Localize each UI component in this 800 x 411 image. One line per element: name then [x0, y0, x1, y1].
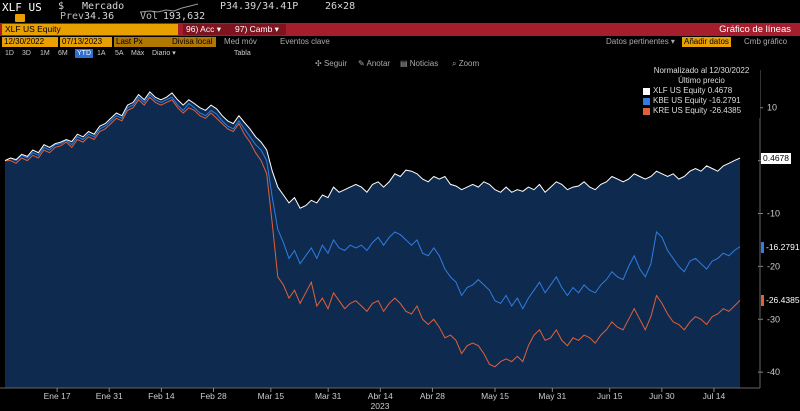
follow-button[interactable]: ✣ Seguir [315, 59, 348, 68]
series-line-kre [5, 96, 741, 368]
prev-label: Prev [60, 11, 85, 22]
x-tick-label: Ene 31 [96, 391, 123, 401]
x-axis-year-label: 2023 [371, 401, 390, 411]
ticker-symbol[interactable]: XLF US [2, 1, 42, 14]
legend-label-kbe: KBE US Equity -16.2791 [653, 96, 741, 105]
x-tick-label: Mar 31 [315, 391, 342, 401]
add-data-button[interactable]: Añadir datos [682, 37, 731, 47]
period-bar: 1D 3D 1M 6M YTD 1A 5A Máx Diario ▾ Tabla [0, 49, 800, 58]
y-tick-label: -30 [767, 314, 780, 324]
security-toolbar: XLF US Equity 96) Acc ▾ 97) Camb ▾ Gráfi… [0, 23, 800, 36]
bid-ask-size: 26×28 [325, 1, 356, 12]
bid-ask-quote: P34.39/34.41P [220, 1, 299, 12]
chart-legend: Normalizado al 12/30/2022 Último precio … [643, 66, 760, 118]
annotate-button[interactable]: ✎ Anotar [358, 59, 391, 68]
legend-last-price-header: Último precio [678, 76, 725, 85]
x-tick-label: Ene 17 [44, 391, 71, 401]
prev-value: 34.36 [84, 11, 115, 22]
legend-swatch-kbe [643, 98, 650, 105]
x-tick-label: Abr 14 [368, 391, 393, 401]
quote-header: XLF US $ Mercado Prev 34.36 Vol 193,632 … [0, 0, 800, 22]
news-button[interactable]: ▤ Noticias [400, 59, 439, 68]
news-label: Noticias [409, 59, 439, 68]
period-1a[interactable]: 1A [97, 50, 106, 57]
last-value-label-kbe: -16.2791 [761, 242, 800, 253]
table-button[interactable]: Tabla [234, 50, 251, 57]
legend-item-xlf[interactable]: XLF US Equity 0.4678 [643, 86, 760, 96]
x-tick-label: Mar 15 [258, 391, 285, 401]
volume-value: 193,632 [163, 11, 206, 22]
actions-menu-button[interactable]: 96) Acc ▾ [183, 24, 235, 35]
last-value-label-xlf: 0.4678 [761, 153, 791, 164]
legend-swatch-kre [643, 108, 650, 115]
line-chart[interactable]: 10 -10 -20 -30 -40 Ene 17 Ene 31 Feb 14 Feb 28 M… [0, 70, 800, 411]
period-ytd[interactable]: YTD [75, 49, 93, 58]
x-tick-label: May 15 [481, 391, 509, 401]
start-date-field[interactable]: 12/30/2022 [2, 37, 58, 47]
chart-type-title: Gráfico de líneas [719, 24, 791, 35]
series-line-kbe [4, 93, 741, 310]
x-tick-label: Feb 14 [148, 391, 175, 401]
sparkline-icon [140, 3, 199, 13]
legend-item-kbe[interactable]: KBE US Equity -16.2791 [643, 96, 760, 106]
legend-label-kre: KRE US Equity -26.4385 [653, 106, 742, 115]
legend-item-kre[interactable]: KRE US Equity -26.4385 [643, 106, 760, 116]
period-3d[interactable]: 3D [22, 50, 31, 57]
y-tick-label: -20 [767, 261, 780, 271]
y-tick-label: -40 [767, 367, 780, 377]
x-tick-label: May 31 [538, 391, 566, 401]
legend-swatch-xlf [643, 88, 650, 95]
moving-average-toggle[interactable]: Med móv [224, 37, 257, 46]
x-tick-label: Abr 28 [420, 391, 445, 401]
legend-normalized-note: Normalizado al 12/30/2022 [653, 66, 750, 75]
chart-toolbar: ✣ Seguir ✎ Anotar ▤ Noticias ⌕ Zoom [0, 58, 800, 70]
change-chart-button[interactable]: Cmb gráfico [744, 37, 788, 46]
currency-select[interactable]: Divisa local [170, 37, 216, 47]
period-1m[interactable]: 1M [40, 50, 50, 57]
annotate-label: Anotar [366, 59, 391, 68]
period-5a[interactable]: 5A [115, 50, 124, 57]
settings-bar: 12/30/2022 07/13/2023 Last Px Divisa loc… [0, 37, 800, 48]
bloomberg-logo-icon [15, 14, 25, 22]
period-6m[interactable]: 6M [58, 50, 68, 57]
currency-symbol: $ [58, 1, 65, 12]
x-tick-label: Jul 14 [703, 391, 726, 401]
security-input[interactable]: XLF US Equity [2, 24, 178, 35]
end-date-field[interactable]: 07/13/2023 [60, 37, 112, 47]
x-tick-label: Jun 15 [597, 391, 623, 401]
volume-label: Vol [140, 11, 159, 22]
legend-label-xlf: XLF US Equity 0.4678 [653, 86, 733, 95]
x-tick-label: Feb 28 [200, 391, 227, 401]
market-label: Mercado [82, 1, 125, 12]
xlf-area-fill [5, 91, 740, 389]
y-tick-label: -10 [767, 208, 780, 218]
price-field-select[interactable]: Last Px [114, 37, 170, 47]
follow-label: Seguir [323, 59, 348, 68]
series-line-xlf [4, 91, 741, 209]
zoom-label: Zoom [458, 59, 480, 68]
zoom-button[interactable]: ⌕ Zoom [452, 59, 480, 68]
period-1d[interactable]: 1D [5, 50, 14, 57]
y-tick-label: 10 [767, 103, 777, 113]
change-menu-button[interactable]: 97) Camb ▾ [232, 24, 286, 35]
key-events-toggle[interactable]: Eventos clave [280, 37, 330, 46]
last-value-label-kre: -26.4385 [761, 295, 800, 306]
pertinent-data-dropdown[interactable]: Datos pertinentes ▾ [606, 37, 675, 46]
frequency-select[interactable]: Diario ▾ [152, 50, 176, 57]
x-tick-label: Jun 30 [649, 391, 675, 401]
period-max[interactable]: Máx [131, 50, 145, 57]
